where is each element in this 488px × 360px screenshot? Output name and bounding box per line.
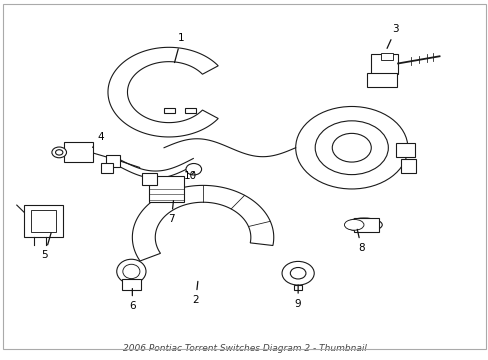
Bar bbox=[24, 205, 63, 237]
Ellipse shape bbox=[122, 264, 140, 279]
Text: 5: 5 bbox=[41, 233, 51, 260]
Text: 3: 3 bbox=[386, 24, 398, 48]
Bar bbox=[142, 173, 157, 185]
Bar bbox=[101, 163, 113, 173]
Bar bbox=[184, 108, 195, 113]
Ellipse shape bbox=[345, 218, 382, 231]
Bar bbox=[163, 108, 174, 113]
Text: 4: 4 bbox=[92, 132, 104, 147]
Circle shape bbox=[185, 163, 201, 175]
Ellipse shape bbox=[52, 147, 66, 158]
Ellipse shape bbox=[56, 150, 63, 155]
Bar bbox=[395, 143, 414, 157]
Text: 8: 8 bbox=[357, 229, 364, 253]
Bar bbox=[400, 159, 415, 173]
Bar bbox=[294, 285, 302, 290]
Polygon shape bbox=[132, 185, 273, 261]
Ellipse shape bbox=[344, 220, 363, 230]
Text: 6: 6 bbox=[129, 289, 135, 311]
Circle shape bbox=[331, 134, 370, 162]
Bar bbox=[366, 73, 396, 87]
Circle shape bbox=[295, 107, 407, 189]
Circle shape bbox=[290, 267, 305, 279]
Polygon shape bbox=[108, 47, 218, 137]
Text: 2: 2 bbox=[192, 282, 199, 305]
Text: 10: 10 bbox=[184, 171, 197, 181]
Text: 2006 Pontiac Torrent Switches Diagram 2 - Thumbnail: 2006 Pontiac Torrent Switches Diagram 2 … bbox=[122, 344, 366, 353]
Bar bbox=[149, 176, 183, 202]
Bar bbox=[370, 54, 397, 74]
Ellipse shape bbox=[117, 259, 146, 284]
Text: 9: 9 bbox=[294, 285, 301, 309]
Text: 7: 7 bbox=[168, 201, 174, 224]
Circle shape bbox=[315, 121, 387, 175]
Circle shape bbox=[282, 261, 314, 285]
Bar bbox=[122, 279, 141, 290]
Bar bbox=[64, 142, 93, 162]
Bar bbox=[380, 53, 392, 60]
Bar bbox=[105, 155, 120, 167]
Text: 1: 1 bbox=[174, 33, 184, 63]
Bar bbox=[353, 218, 378, 231]
Bar bbox=[31, 211, 56, 232]
